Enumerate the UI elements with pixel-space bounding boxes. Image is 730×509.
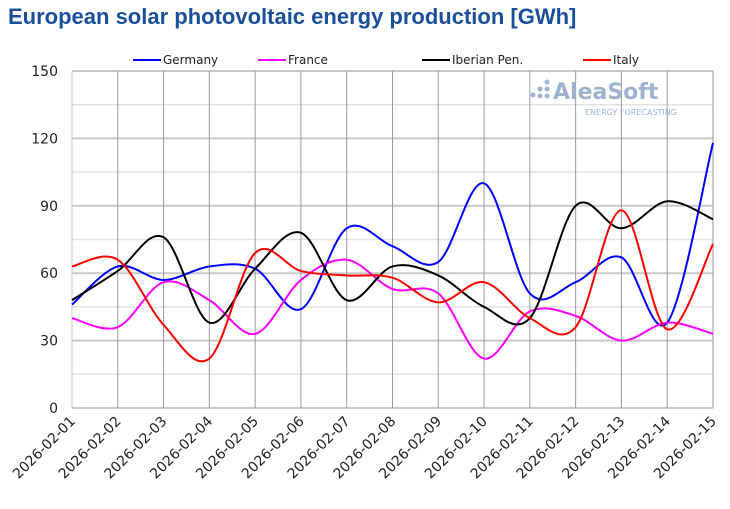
logo-tagline: ENERGY FORECASTING — [585, 108, 677, 117]
y-tick-label: 30 — [40, 334, 58, 350]
y-tick-label: 120 — [31, 131, 58, 147]
y-tick-label: 90 — [40, 199, 58, 215]
aleasoft-logo: AleaSoft ENERGY FORECASTING — [530, 79, 677, 117]
legend-label: Germany — [163, 53, 218, 67]
series-line-france — [71, 258, 714, 360]
y-tick-label: 0 — [49, 401, 58, 417]
legend-label: France — [288, 53, 328, 67]
legend-label: Iberian Pen. — [452, 53, 523, 67]
legend-label: Italy — [613, 53, 639, 67]
grid — [71, 70, 714, 409]
y-tick-label: 150 — [31, 64, 58, 80]
series-line-iberian-pen- — [71, 200, 714, 326]
chart-title: European solar photovoltaic energy produ… — [8, 4, 577, 29]
logo-name: AleaSoft — [553, 80, 659, 105]
series-line-italy — [71, 209, 714, 363]
legend: Germany France Iberian Pen. Italy — [133, 53, 639, 67]
series-line-germany — [71, 142, 714, 327]
y-tick-label: 60 — [40, 266, 58, 282]
